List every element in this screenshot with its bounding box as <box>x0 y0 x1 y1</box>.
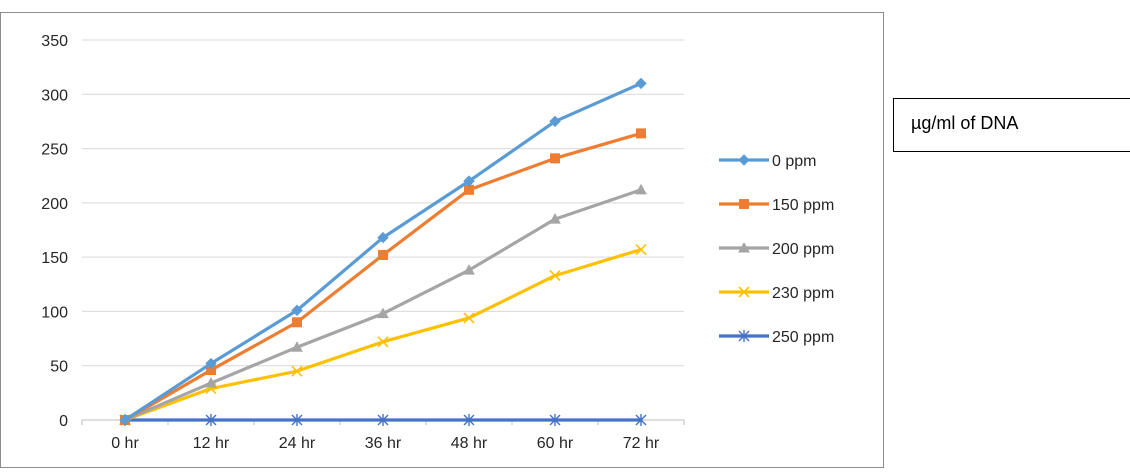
data-point <box>377 307 389 319</box>
legend-marker <box>738 154 750 166</box>
series-0-ppm <box>119 77 647 426</box>
y-tick-label: 0 <box>59 413 68 430</box>
data-point <box>549 414 561 426</box>
series-line <box>123 247 643 422</box>
data-point <box>636 128 646 139</box>
data-point <box>291 414 303 426</box>
data-point <box>549 213 561 224</box>
data-point <box>377 231 389 244</box>
data-point <box>635 414 647 426</box>
legend-marker <box>738 241 750 253</box>
data-point <box>119 414 131 426</box>
line-chart: 0 50 100 150 200 250 300 350 0 hr 12 hr 24 hr 36 h… <box>41 33 834 452</box>
legend-item: 150 ppm <box>719 197 834 214</box>
legend-marker <box>739 199 749 209</box>
series-line <box>123 188 643 422</box>
y-tick-label: 250 <box>41 142 68 159</box>
data-point <box>463 414 475 426</box>
y-tick-label: 100 <box>41 304 68 321</box>
x-tick-labels: 0 hr 12 hr 24 hr 36 hr 48 hr 60 hr 72 hr <box>111 435 660 452</box>
x-tick-label: 0 hr <box>111 435 139 452</box>
side-label-box: µg/ml of DNA <box>893 98 1130 152</box>
data-point <box>463 312 475 324</box>
y-tick-labels: 0 50 100 150 200 250 300 350 <box>41 33 68 430</box>
data-point <box>291 304 303 317</box>
series-230-ppm <box>119 243 647 426</box>
legend-label: 0 ppm <box>772 153 816 170</box>
data-point <box>378 249 388 260</box>
x-tick-label: 60 hr <box>537 435 574 452</box>
data-point <box>463 264 475 275</box>
series-lines <box>119 77 647 426</box>
x-tick-label: 36 hr <box>365 435 402 452</box>
legend-item: 200 ppm <box>719 241 834 258</box>
series-200-ppm <box>119 183 647 425</box>
x-tick-label: 48 hr <box>451 435 488 452</box>
data-point <box>549 115 561 128</box>
y-tick-label: 50 <box>50 359 68 376</box>
side-label-text: µg/ml of DNA <box>911 113 1019 133</box>
data-point <box>291 341 303 352</box>
legend-item: 230 ppm <box>719 285 834 302</box>
data-point <box>377 336 389 348</box>
legend-item: 0 ppm <box>719 153 816 170</box>
data-point <box>463 175 475 187</box>
legend-label: 250 ppm <box>772 329 834 346</box>
data-point <box>205 377 217 388</box>
legend-label: 150 ppm <box>772 197 834 214</box>
x-tick-label: 72 hr <box>623 435 660 452</box>
data-point <box>205 414 217 426</box>
x-tick-label: 12 hr <box>193 435 230 452</box>
series-line <box>123 131 643 422</box>
data-point <box>635 243 647 256</box>
legend-marker <box>738 330 750 342</box>
x-tick-label: 24 hr <box>279 435 316 452</box>
y-tick-label: 300 <box>41 87 68 104</box>
data-point <box>550 153 560 164</box>
data-point <box>549 270 561 282</box>
data-point <box>635 183 647 195</box>
data-point <box>377 414 389 426</box>
data-point <box>291 365 303 377</box>
chart-frame: 0 50 100 150 200 250 300 350 0 hr 12 hr 24 hr 36 h… <box>0 12 884 468</box>
y-tick-label: 150 <box>41 250 68 267</box>
legend: 0 ppm 150 ppm 200 ppm 230 ppm 250 ppm <box>719 153 834 346</box>
data-point <box>205 357 217 370</box>
legend-marker <box>738 286 750 298</box>
series-250-ppm <box>119 414 647 426</box>
y-tick-label: 350 <box>41 33 68 50</box>
legend-label: 230 ppm <box>772 285 834 302</box>
legend-label: 200 ppm <box>772 241 834 258</box>
data-point <box>635 77 647 90</box>
data-point <box>292 317 302 328</box>
legend-item: 250 ppm <box>719 329 834 346</box>
series-150-ppm <box>120 128 646 425</box>
y-tick-label: 200 <box>41 196 68 213</box>
